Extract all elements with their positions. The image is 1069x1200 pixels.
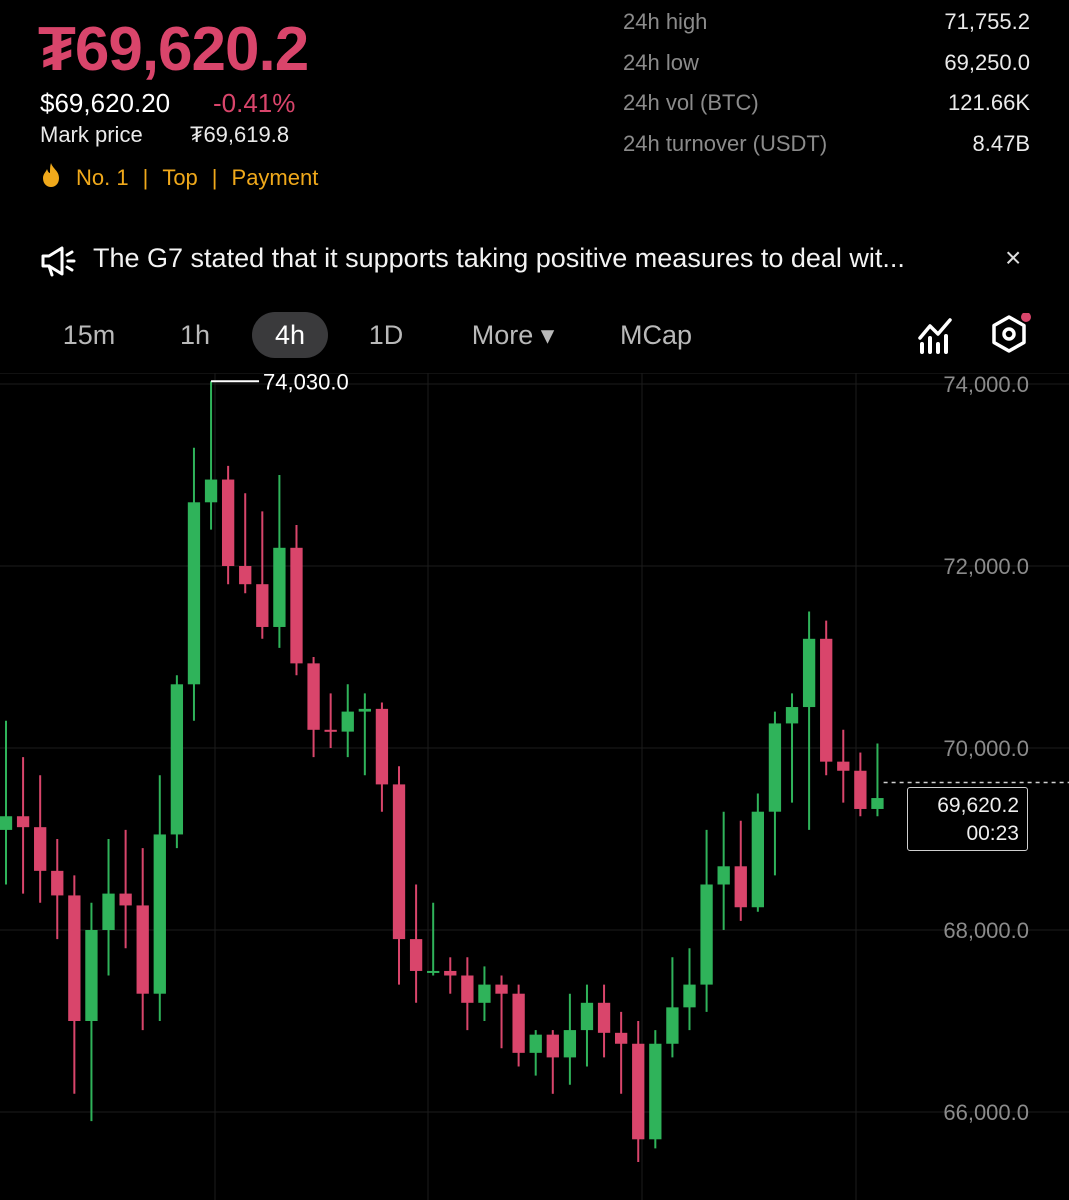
candle-body	[444, 970, 457, 976]
candle-body	[307, 663, 320, 730]
candle-body	[751, 811, 764, 908]
candle-body	[153, 834, 166, 994]
candle-body	[529, 1034, 542, 1053]
candle-body	[187, 502, 201, 685]
last-price-tag-value: 69,620.2	[937, 794, 1019, 817]
candle-body	[854, 770, 867, 809]
stat-24h-high-value: 71,755.2	[944, 9, 1030, 34]
candle-body	[0, 816, 13, 830]
tag-top[interactable]: Top	[162, 165, 198, 190]
candle-body	[119, 893, 132, 906]
tag-separator: |	[211, 165, 218, 190]
candle-body	[700, 884, 713, 985]
stat-24h-high-label: 24h high	[623, 9, 708, 34]
y-axis-tick-label: 72,000.0	[943, 554, 1029, 579]
candle-body	[273, 547, 286, 627]
tab-mcap[interactable]: MCap	[619, 319, 693, 350]
candle-body	[324, 729, 337, 732]
candle-body	[102, 893, 115, 930]
stat-24h-low-value: 69,250.0	[944, 50, 1030, 75]
tab-15m[interactable]: 15m	[62, 319, 116, 350]
candle-body	[597, 1002, 611, 1033]
candle-body	[478, 984, 491, 1003]
close-icon[interactable]: ×	[1005, 242, 1022, 273]
stat-24h-vol-label: 24h vol (BTC)	[623, 90, 759, 115]
tag-separator: |	[142, 165, 149, 190]
news-banner[interactable]: The G7 stated that it supports taking po…	[40, 240, 1040, 282]
candle-body	[768, 723, 782, 812]
candle-body	[580, 1002, 594, 1031]
candle-body	[666, 1007, 679, 1044]
candle-body	[85, 930, 98, 1021]
candle-body	[427, 970, 440, 973]
candle-body	[546, 1034, 559, 1058]
flame-icon	[40, 162, 62, 194]
candle-body	[375, 708, 389, 785]
last-price-tag: 69,620.2 00:23	[907, 787, 1028, 851]
candle-body	[34, 827, 47, 871]
tag-rank[interactable]: No. 1	[76, 165, 129, 190]
tab-1d[interactable]: 1D	[368, 319, 404, 350]
hexagon-settings-icon[interactable]	[988, 312, 1032, 362]
candle-body	[802, 638, 816, 708]
candle-countdown: 00:23	[966, 822, 1019, 845]
candle-body	[871, 798, 884, 809]
candle-body	[170, 684, 184, 835]
y-axis-tick-label: 66,000.0	[943, 1100, 1029, 1125]
last-price: ₮69,620.2	[38, 15, 309, 84]
indicator-chart-icon[interactable]	[916, 314, 956, 359]
stat-24h-low-label: 24h low	[623, 50, 699, 75]
candle-body	[717, 866, 730, 885]
coin-tags: No. 1 | Top | Payment	[40, 162, 318, 194]
y-axis-tick-label: 70,000.0	[943, 736, 1029, 761]
candle-body	[68, 895, 81, 1021]
candle-body	[461, 975, 474, 1003]
candle-body	[51, 870, 64, 896]
candle-body	[409, 939, 423, 971]
stat-24h-turnover-value: 8.47B	[972, 131, 1031, 156]
candle-body	[256, 584, 269, 627]
stat-24h-vol-value: 121.66K	[948, 90, 1030, 115]
mark-price-value: ₮69,619.8	[190, 122, 290, 147]
news-headline[interactable]: The G7 stated that it supports taking po…	[93, 243, 905, 273]
candle-body	[290, 547, 303, 664]
candle-body	[204, 479, 218, 503]
candle-body	[614, 1032, 628, 1044]
high-marker-label: 74,030.0	[263, 373, 349, 394]
candle-body	[358, 708, 371, 712]
price-change-percent: -0.41%	[213, 88, 296, 118]
mark-price-label: Mark price	[40, 122, 143, 147]
candle-body	[837, 761, 850, 771]
candle-body	[221, 479, 235, 566]
tab-1h[interactable]: 1h	[179, 319, 211, 350]
candle-body	[512, 993, 525, 1053]
candle-body	[239, 566, 252, 585]
stat-24h-turnover-label: 24h turnover (USDT)	[623, 131, 828, 156]
candle-body	[820, 638, 833, 762]
y-axis-tick-label: 74,000.0	[943, 373, 1029, 397]
candlestick-chart[interactable]: 74,000.0 72,000.0 70,000.0 68,000.0 66,000.0…	[0, 373, 1069, 1200]
candle-body	[341, 711, 354, 732]
candle-body	[649, 1043, 662, 1140]
candle-body	[495, 984, 508, 994]
candle-body	[16, 816, 30, 828]
tab-more[interactable]: More ▾	[471, 319, 555, 350]
candle-body	[785, 707, 799, 724]
tag-payment[interactable]: Payment	[231, 165, 319, 190]
tab-4h[interactable]: 4h	[252, 312, 328, 358]
candle-body	[136, 905, 149, 994]
candle-body	[734, 866, 747, 908]
y-axis-tick-label: 68,000.0	[943, 918, 1029, 943]
candle-body	[563, 1030, 577, 1058]
megaphone-icon	[40, 244, 76, 283]
usd-price: $69,620.20	[40, 88, 171, 118]
candle-body	[392, 784, 406, 940]
candle-body	[632, 1043, 645, 1140]
candle-body	[683, 984, 696, 1008]
